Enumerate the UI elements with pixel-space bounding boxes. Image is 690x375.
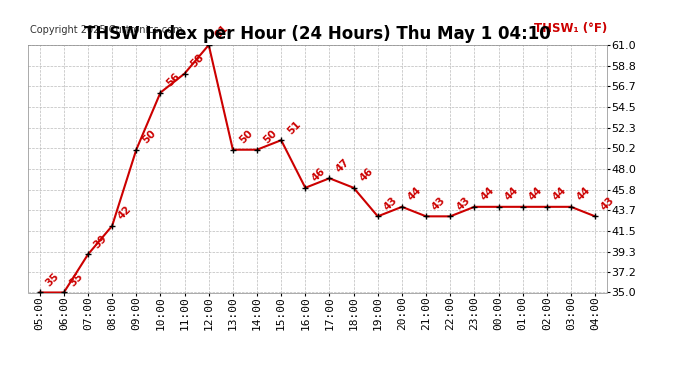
Text: 46: 46 <box>358 166 375 184</box>
Text: 58: 58 <box>189 52 206 69</box>
Text: 43: 43 <box>455 195 472 212</box>
Text: 43: 43 <box>382 195 400 212</box>
Text: 39: 39 <box>92 233 110 250</box>
Text: 47: 47 <box>334 157 351 174</box>
Text: 42: 42 <box>117 204 134 222</box>
Text: 44: 44 <box>503 185 520 202</box>
Text: 46: 46 <box>310 166 327 184</box>
Text: 61: 61 <box>213 24 230 41</box>
Text: 44: 44 <box>575 185 593 202</box>
Text: 35: 35 <box>44 271 61 288</box>
Text: 51: 51 <box>286 119 303 136</box>
Text: Copyright 2025 Curtronics.com: Copyright 2025 Curtronics.com <box>30 25 183 35</box>
Title: THSW Index per Hour (24 Hours) Thu May 1 04:10: THSW Index per Hour (24 Hours) Thu May 1… <box>84 26 551 44</box>
Text: 44: 44 <box>479 185 496 202</box>
Text: 43: 43 <box>600 195 617 212</box>
Text: 44: 44 <box>406 185 424 202</box>
Text: 44: 44 <box>527 185 544 202</box>
Text: 43: 43 <box>431 195 448 212</box>
Text: 50: 50 <box>237 128 255 146</box>
Text: 56: 56 <box>165 71 182 88</box>
Text: 44: 44 <box>551 185 569 202</box>
Text: 50: 50 <box>141 128 158 146</box>
Text: THSW₁ (°F): THSW₁ (°F) <box>534 22 607 35</box>
Text: 50: 50 <box>262 128 279 146</box>
Text: 35: 35 <box>68 271 86 288</box>
